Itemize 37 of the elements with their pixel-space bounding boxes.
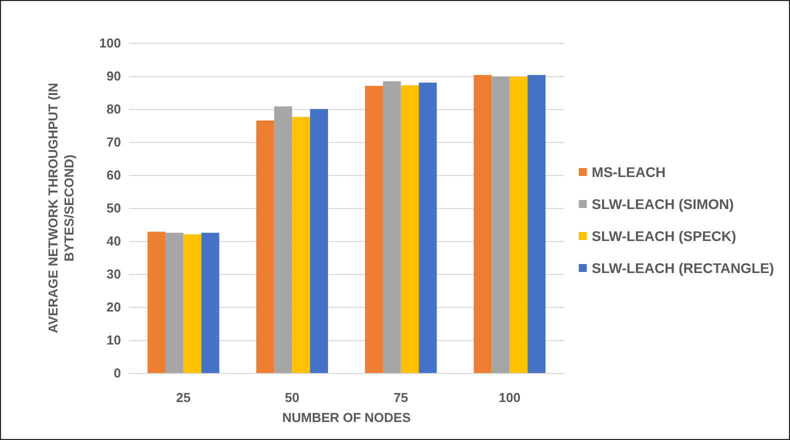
bar [492,76,510,373]
legend-label: SLW-LEACH (SIMON) [592,196,734,212]
y-tick-label: 90 [106,68,121,84]
legend-label: SLW-LEACH (RECTANGLE) [592,260,774,276]
bar [364,86,383,373]
bar [183,234,202,373]
x-tick-label: 50 [284,390,300,405]
y-tick-label: 20 [106,300,121,314]
y-tick-label: 100 [99,36,121,50]
bar [510,76,528,373]
x-axis-title: NUMBER OF NODES [282,410,412,425]
y-tick-label: 70 [106,134,121,150]
bar [165,232,184,373]
bar [147,232,166,373]
y-tick-label: 10 [106,332,121,348]
x-tick-label: 75 [394,390,408,405]
x-tick-label: 100 [498,390,520,405]
bar [418,82,437,373]
y-tick-label: 30 [106,266,121,282]
bar [292,116,310,373]
bar [256,120,274,373]
bar [274,106,292,373]
y-tick-label: 40 [106,234,121,248]
bar [310,109,328,373]
y-tick-label: 80 [106,102,121,116]
bar [474,75,492,373]
legend-label: SLW-LEACH (SPECK) [592,228,736,244]
y-tick-label: 50 [106,200,121,216]
y-tick-label: 60 [106,168,121,182]
x-tick-label: 25 [176,390,191,405]
bar [528,75,546,373]
bar [201,232,220,373]
bar [382,81,401,373]
bar [400,85,419,373]
y-tick-label: 0 [114,366,121,380]
legend-label: MS-LEACH [592,164,666,180]
y-axis-title: AVERAGE NETWORK THROUGHPUT (IN BYTES/SECOND) [46,82,76,334]
